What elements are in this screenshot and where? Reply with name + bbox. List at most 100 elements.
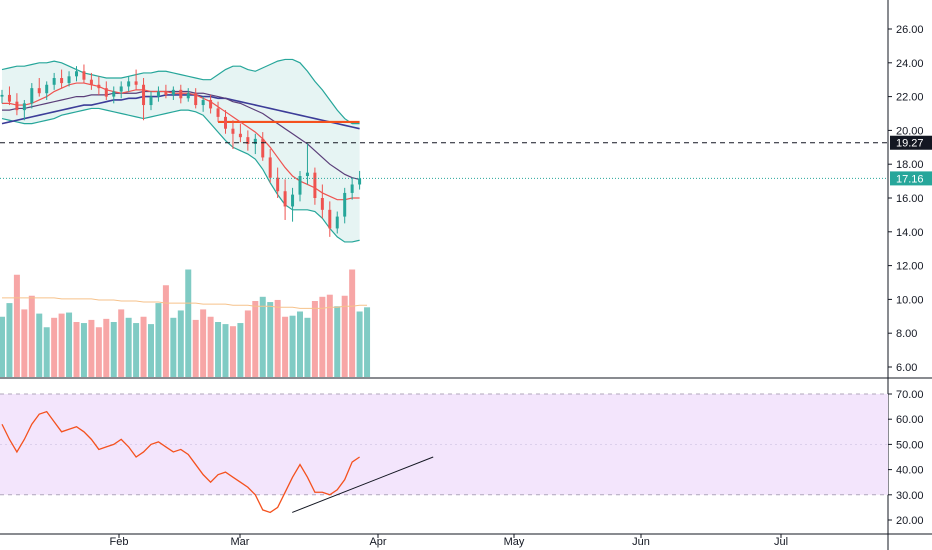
volume-bar — [58, 313, 65, 377]
volume-bar — [177, 310, 184, 377]
bollinger-upper-line — [1, 58, 360, 125]
volume-bar — [319, 296, 326, 377]
price-axis-label: 24.00 — [896, 58, 924, 70]
volume-bar — [244, 310, 251, 377]
volume-bar — [43, 327, 50, 377]
candle-body — [104, 88, 108, 97]
volume-bar — [148, 324, 154, 377]
candle-body — [320, 198, 324, 210]
candle-body — [149, 96, 153, 106]
candle-body — [216, 108, 220, 117]
rsi-line — [1, 410, 360, 514]
candle-body — [156, 91, 160, 97]
volume-bar — [215, 322, 222, 377]
price-axis-label: 22.00 — [896, 92, 924, 104]
price-axis-label: 20.00 — [896, 125, 924, 137]
price-tag — [890, 135, 932, 150]
candle-body — [134, 81, 138, 85]
price-axis-label: 14.00 — [896, 227, 924, 239]
volume-bar — [66, 312, 73, 377]
volume-bar — [185, 269, 192, 377]
price-axis-label: 16.00 — [896, 193, 924, 205]
rsi-axis-label: 50.00 — [896, 439, 924, 451]
candle-body — [231, 128, 235, 134]
volume-ma-line — [2, 297, 368, 309]
volume-bar — [304, 317, 311, 377]
volume-bar — [200, 309, 207, 377]
volume-bar — [0, 316, 5, 377]
candle-body — [0, 94, 4, 97]
rsi-axis-label: 70.00 — [896, 389, 924, 401]
candle-body — [298, 176, 302, 195]
rsi-axis-label: 20.00 — [896, 515, 924, 527]
candle-body — [179, 89, 183, 99]
candle-body — [119, 86, 123, 92]
volume-bar — [356, 311, 363, 377]
volume-bar — [222, 324, 229, 377]
volume-bar — [341, 295, 348, 377]
candle-body — [171, 89, 175, 95]
candle-body — [82, 71, 86, 80]
volume-bar — [80, 323, 87, 377]
price-axis-label: 12.00 — [896, 261, 924, 273]
candle-body — [283, 191, 287, 207]
volume-bar — [334, 306, 341, 377]
candle-body — [7, 94, 11, 102]
candle-body — [186, 93, 190, 99]
candle-body — [253, 138, 257, 144]
volume-bar — [229, 326, 236, 377]
volume-bar — [6, 303, 13, 377]
volume-bar — [267, 302, 274, 377]
candle-body — [246, 137, 250, 144]
volume-bar — [349, 269, 356, 377]
time-axis-label: May — [504, 536, 525, 548]
candle-body — [276, 177, 280, 192]
candle-body — [209, 99, 213, 109]
candle-body — [37, 88, 41, 94]
volume-bar — [274, 299, 281, 377]
candle-body — [45, 84, 49, 94]
price-axis-label: 10.00 — [896, 294, 924, 306]
volume-bar — [110, 322, 117, 377]
candle-body — [350, 184, 354, 193]
candle-body — [305, 172, 309, 177]
candle-body — [328, 209, 332, 229]
volume-bar — [103, 318, 110, 377]
candle-body — [22, 103, 26, 111]
candle-body — [75, 71, 78, 77]
time-axis-label: Mar — [231, 536, 250, 548]
candle-body — [89, 79, 93, 85]
candle-body — [335, 216, 339, 229]
volume-bar — [28, 295, 35, 377]
time-axis-label: Jul — [774, 536, 788, 548]
volume-bar — [289, 315, 296, 377]
volume-bar — [364, 307, 371, 377]
volume-bar — [297, 311, 303, 377]
candle-body — [127, 81, 131, 87]
volume-bar — [51, 317, 58, 377]
volume-bar — [133, 323, 140, 377]
candle-body — [194, 93, 198, 106]
candle-body — [261, 138, 265, 158]
price-axis-label: 8.00 — [896, 328, 917, 340]
time-axis-label: Feb — [110, 536, 129, 548]
volume-bar — [73, 322, 80, 377]
volume-bar — [326, 294, 333, 377]
candle-body — [60, 78, 64, 84]
candle-body — [268, 157, 272, 178]
candle-body — [30, 88, 34, 104]
candle-body — [52, 78, 56, 85]
volume-bar — [207, 316, 214, 377]
candle-body — [97, 84, 101, 89]
volume-bar — [36, 313, 43, 377]
candle-body — [343, 192, 347, 217]
time-axis-label: Apr — [369, 536, 386, 548]
candle-body — [358, 178, 362, 185]
volume-bar — [21, 309, 28, 377]
candle-body — [238, 133, 242, 138]
price-tag — [890, 171, 932, 186]
volume-bar — [162, 285, 169, 377]
price-tag-label: 19.27 — [896, 138, 924, 150]
volume-bar — [170, 317, 177, 377]
